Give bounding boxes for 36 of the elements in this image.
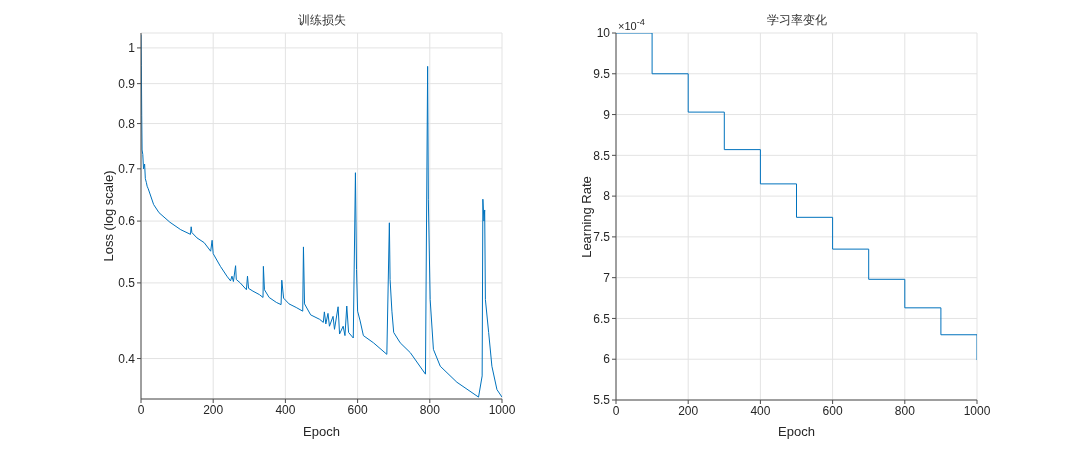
y-tick-label: 9: [603, 107, 611, 122]
y-tick-label: 8.5: [593, 148, 611, 163]
x-tick-label: 1000: [963, 403, 991, 418]
y-tick-label: 0.8: [118, 116, 136, 131]
y-tick-label: 1: [128, 41, 136, 56]
y-tick-label: 5.5: [593, 393, 611, 408]
y-tick-label: 0.6: [118, 214, 136, 229]
x-tick-label: 800: [419, 402, 441, 417]
y-axis-title: Loss (log scale): [100, 170, 116, 262]
x-tick-label: 400: [750, 403, 771, 418]
x-tick-label: 800: [894, 403, 916, 418]
text: ×10$^{-4}$: [618, 16, 645, 33]
x-tick-label: 200: [678, 403, 699, 418]
x-tick-label: 400: [275, 402, 296, 417]
x-axis-title: Epoch: [303, 424, 340, 439]
x-tick-label: 600: [347, 402, 368, 417]
y-tick-label: 8: [603, 189, 611, 204]
y-tick-label: 6: [603, 352, 611, 367]
x-tick-label: 1000: [488, 402, 516, 417]
y-tick-label: 0.9: [118, 76, 136, 91]
y-axis-title: Learning Rate: [578, 175, 594, 258]
y-tick-label: 0.4: [118, 351, 136, 366]
chart-title: 训练损失: [297, 13, 346, 27]
x-tick-label: 600: [822, 403, 843, 418]
x-tick-label: 0: [137, 402, 145, 417]
y-tick-label: 0.7: [118, 162, 136, 177]
y-tick-label: 7.5: [593, 230, 611, 245]
y-tick-label: 6.5: [593, 311, 611, 326]
x-axis-title: Epoch: [778, 424, 815, 439]
x-tick-label: 0: [612, 403, 620, 418]
y-tick-label: 10: [596, 26, 611, 41]
chart-title: 学习率变化: [766, 13, 827, 27]
x-tick-label: 200: [203, 402, 224, 417]
y-tick-label: 9.5: [593, 67, 611, 82]
y-tick-label: 7: [603, 270, 611, 285]
y-tick-label: 0.5: [118, 276, 136, 291]
